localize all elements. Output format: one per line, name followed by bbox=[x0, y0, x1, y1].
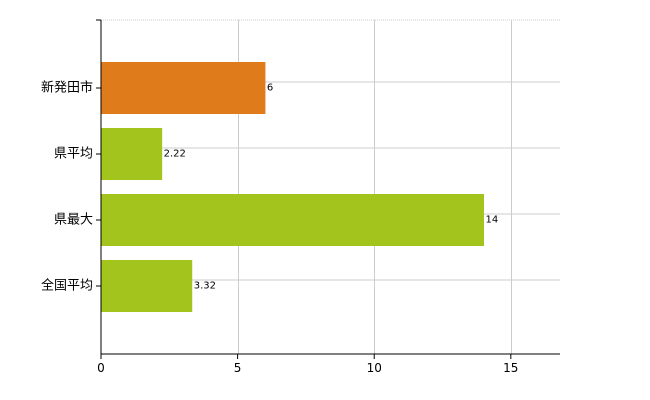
data-label: 3.32 bbox=[194, 281, 216, 292]
x-tick-label: 15 bbox=[503, 361, 518, 375]
x-tick-label: 5 bbox=[234, 361, 242, 375]
category-label: 新発田市 bbox=[41, 80, 93, 96]
bar bbox=[101, 62, 266, 114]
x-tick-label: 0 bbox=[97, 361, 105, 375]
bar bbox=[101, 128, 163, 180]
category-label: 全国平均 bbox=[41, 278, 93, 294]
bar bbox=[101, 260, 193, 312]
data-label: 2.22 bbox=[164, 149, 186, 160]
axes bbox=[96, 19, 560, 359]
category-label: 県最大 bbox=[54, 213, 93, 228]
data-label: 14 bbox=[486, 215, 499, 226]
data-labels: 6 2.22 14 3.32 bbox=[164, 83, 499, 292]
bar bbox=[101, 194, 484, 246]
bars bbox=[101, 62, 484, 312]
data-label: 6 bbox=[267, 83, 273, 94]
x-tick-label: 10 bbox=[367, 361, 382, 375]
category-label: 県平均 bbox=[54, 147, 93, 162]
x-tick-labels: 0 5 10 15 bbox=[97, 361, 518, 375]
